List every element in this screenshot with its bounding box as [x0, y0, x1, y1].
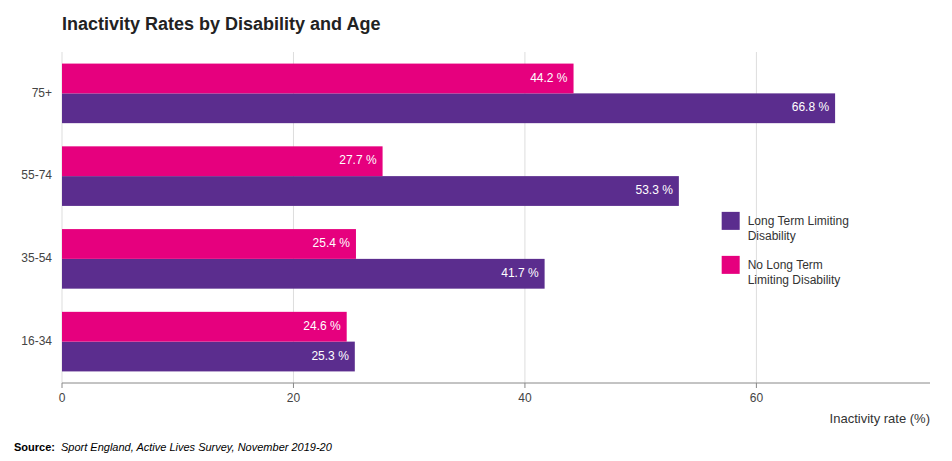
data-label: 44.2 % — [530, 71, 568, 85]
bar — [62, 146, 383, 176]
bar — [62, 176, 679, 206]
data-label: 27.7 % — [339, 153, 377, 167]
data-label: 66.8 % — [792, 100, 830, 114]
bars — [62, 64, 835, 372]
page: {"chart_data": {"type": "bar", "orientat… — [0, 0, 952, 461]
y-tick-label: 35-54 — [21, 251, 52, 265]
x-axis-line — [62, 383, 930, 384]
data-label: 25.4 % — [313, 236, 351, 250]
legend-label-line: Long Term Limiting — [748, 214, 849, 228]
legend-label: No Long TermLimiting Disability — [748, 258, 841, 286]
title: Inactivity Rates by Disability and Age — [62, 14, 380, 34]
x-tick-label: 40 — [518, 391, 532, 405]
source-note: Sport England, Active Lives Survey, Nove… — [61, 441, 333, 453]
x-tick — [293, 383, 294, 388]
x-tick — [524, 383, 525, 388]
bar — [62, 312, 347, 342]
bar — [62, 229, 356, 259]
chart: Inactivity Rates by Disability and Age 0 2… — [0, 0, 952, 461]
x-tick — [62, 383, 63, 388]
y-tick-label: 55-74 — [21, 168, 52, 182]
legend-label-line: Disability — [748, 229, 796, 243]
data-label: 24.6 % — [303, 319, 341, 333]
x-axis-label: Inactivity rate (%) — [830, 411, 930, 426]
bar — [62, 342, 355, 372]
x-tick-label: 0 — [59, 391, 66, 405]
x-tick-label: 60 — [750, 391, 764, 405]
y-tick-label: 16-34 — [21, 334, 52, 348]
legend: Long Term LimitingDisability No Long Term… — [722, 212, 849, 287]
legend-label-line: Limiting Disability — [748, 273, 841, 287]
legend-label: Long Term LimitingDisability — [748, 214, 849, 242]
x-tick — [756, 383, 757, 388]
legend-swatch — [722, 212, 740, 230]
data-label: 41.7 % — [501, 266, 539, 280]
legend-swatch — [722, 256, 740, 274]
legend-label-line: No Long Term — [748, 258, 823, 272]
y-tick-label: 75+ — [32, 86, 52, 100]
bar — [62, 259, 545, 289]
x-tick-label: 20 — [287, 391, 301, 405]
bar — [62, 93, 835, 123]
data-label: 53.3 % — [635, 183, 673, 197]
bar — [62, 64, 574, 94]
data-label: 25.3 % — [311, 349, 349, 363]
source-note: Source: — [14, 441, 55, 453]
